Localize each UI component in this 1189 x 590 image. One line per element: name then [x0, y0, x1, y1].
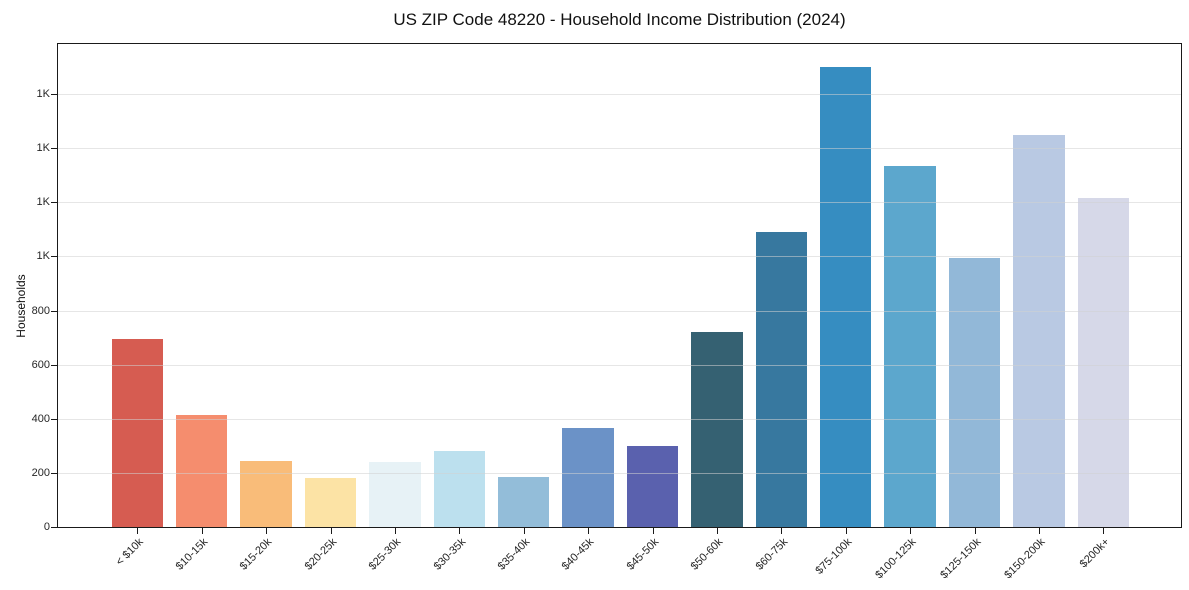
- x-tick-label-text: $15-20k: [237, 536, 275, 573]
- x-tick-mark: [1038, 528, 1040, 534]
- x-tick-label-text: $45-50k: [624, 536, 661, 573]
- bar: [240, 460, 292, 527]
- x-tick-mark: [201, 528, 203, 534]
- x-tick-label-text: $40-45k: [559, 536, 597, 573]
- gridline: [58, 94, 1181, 96]
- x-tick-label-text: $25-30k: [366, 536, 404, 573]
- x-tick-label-text: < $10k: [113, 536, 146, 569]
- y-tick-label: 1K: [36, 250, 50, 263]
- x-tick-label-text: $35-40k: [495, 536, 533, 573]
- y-tick-label: 1K: [36, 142, 50, 155]
- bar: [175, 414, 228, 527]
- bar: [819, 67, 872, 527]
- bar: [691, 332, 743, 527]
- y-tick-label: 400: [31, 412, 50, 425]
- y-tick-mark: [51, 364, 57, 366]
- y-tick-label: 200: [31, 466, 50, 479]
- chart-title: US ZIP Code 48220 - Household Income Dis…: [393, 10, 846, 29]
- x-tick-label-text: $125-150k: [937, 536, 983, 582]
- y-tick-mark: [51, 202, 57, 204]
- x-tick-mark: [974, 528, 976, 534]
- gridline: [58, 364, 1181, 366]
- bar: [755, 232, 808, 527]
- x-tick-mark: [266, 528, 268, 534]
- x-tick-label-text: $20-25k: [302, 536, 339, 573]
- y-tick-label: 1K: [36, 88, 50, 101]
- y-tick-mark: [51, 148, 57, 150]
- y-axis-label: Households: [14, 274, 28, 338]
- x-tick-mark: [137, 528, 139, 534]
- x-tick-label-text: $100-125k: [873, 536, 919, 582]
- x-tick-label-text: $10-15k: [173, 536, 211, 573]
- gridline: [58, 310, 1181, 312]
- bar: [1077, 198, 1130, 527]
- gridline: [58, 472, 1181, 474]
- x-tick-mark: [845, 528, 847, 534]
- y-tick-label: 1K: [36, 196, 50, 209]
- bar: [884, 165, 936, 527]
- x-tick-mark: [394, 528, 396, 534]
- x-tick-mark: [716, 528, 718, 534]
- x-tick-mark: [781, 528, 783, 534]
- x-tick-label-text: $60-75k: [753, 536, 790, 573]
- y-tick-mark: [51, 256, 57, 258]
- x-tick-label-text: $150-200k: [1002, 536, 1048, 582]
- gridline: [58, 202, 1181, 204]
- y-tick-mark: [51, 472, 57, 474]
- plot-area: 0 200 400 600 800 1K 1K 1K 1K < $10k $10-15k $15-20…: [32, 43, 1182, 581]
- x-tick-label-text: $200k+: [1077, 536, 1112, 571]
- bar: [948, 257, 1001, 527]
- x-tick-mark: [459, 528, 461, 534]
- x-tick-mark: [588, 528, 590, 534]
- x-tick-label-text: $75-100k: [813, 536, 855, 577]
- bar: [497, 476, 550, 527]
- x-tick-mark: [330, 528, 332, 534]
- x-tick-mark: [652, 528, 654, 534]
- x-tick-label-text: $50-60k: [688, 536, 726, 573]
- y-tick-mark: [51, 527, 57, 528]
- bar: [304, 478, 357, 527]
- bar: [1013, 134, 1065, 527]
- gridline: [58, 418, 1181, 420]
- gridline: [58, 256, 1181, 258]
- gridline: [58, 148, 1181, 150]
- x-tick-mark: [1103, 528, 1105, 534]
- y-tick-mark: [51, 310, 57, 312]
- bar: [111, 338, 164, 527]
- bar: [369, 462, 421, 527]
- y-tick-label: 600: [31, 358, 50, 371]
- bar: [626, 445, 679, 527]
- y-tick-mark: [51, 94, 57, 96]
- x-tick-mark: [523, 528, 525, 534]
- x-tick-mark: [910, 528, 912, 534]
- y-tick-label: 0: [43, 521, 50, 533]
- bar: [433, 451, 486, 527]
- y-tick-mark: [51, 418, 57, 420]
- bar: [562, 428, 614, 527]
- x-tick-label-text: $30-35k: [431, 536, 468, 573]
- y-tick-label: 800: [31, 304, 50, 317]
